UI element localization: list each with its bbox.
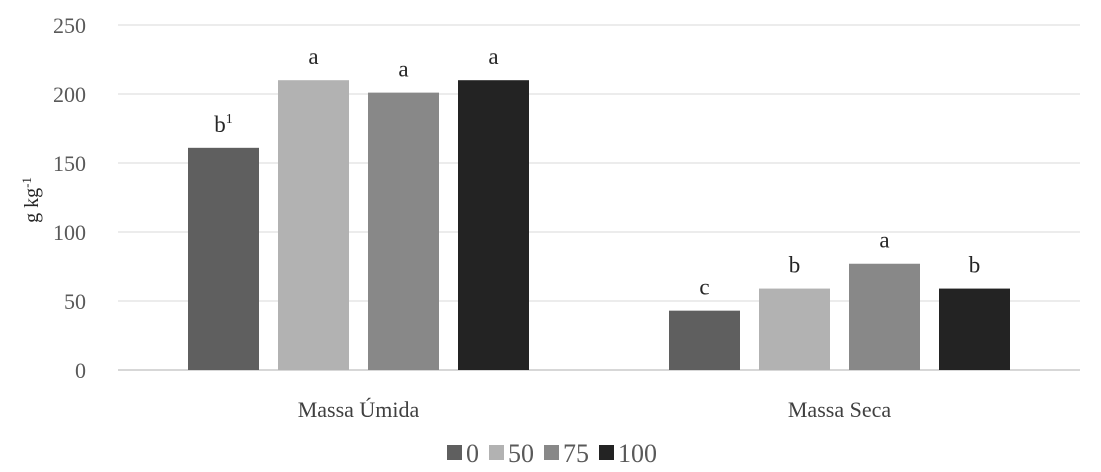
y-tick-label: 250 bbox=[53, 13, 86, 38]
legend-label: 0 bbox=[466, 439, 479, 468]
y-tick-label: 0 bbox=[75, 358, 86, 383]
significance-label: a bbox=[879, 228, 889, 253]
significance-label: a bbox=[488, 44, 498, 69]
gridlines bbox=[118, 24, 1080, 302]
bar bbox=[939, 288, 1010, 370]
significance-label: b bbox=[969, 253, 981, 278]
bar bbox=[278, 80, 349, 370]
y-tick-label: 200 bbox=[53, 82, 86, 107]
legend-swatch bbox=[544, 445, 559, 460]
bar bbox=[759, 288, 830, 370]
significance-label: a bbox=[398, 57, 408, 82]
y-axis-label: g kg-1 bbox=[19, 177, 43, 223]
x-axis: Massa Úmida Massa Seca bbox=[298, 397, 892, 422]
y-tick-label: 50 bbox=[64, 289, 86, 314]
legend-label: 75 bbox=[563, 439, 589, 468]
legend-label: 100 bbox=[618, 439, 657, 468]
legend-swatch bbox=[489, 445, 504, 460]
significance-label: a bbox=[308, 44, 318, 69]
significance-label: b bbox=[789, 253, 801, 278]
bar bbox=[849, 263, 920, 370]
y-axis: 0 50 100 150 200 250 bbox=[53, 13, 1080, 383]
significance-label: b1 bbox=[214, 112, 233, 137]
bar bbox=[669, 310, 740, 370]
footnote-mark: 1 bbox=[226, 112, 233, 127]
legend: 0 50 75 100 bbox=[447, 439, 657, 468]
x-tick-label: Massa Seca bbox=[788, 397, 891, 422]
legend-swatch bbox=[599, 445, 614, 460]
x-tick-label: Massa Úmida bbox=[298, 397, 420, 422]
y-tick-label: 100 bbox=[53, 220, 86, 245]
y-tick-label: 150 bbox=[53, 151, 86, 176]
bar bbox=[188, 147, 259, 370]
legend-label: 50 bbox=[508, 439, 534, 468]
legend-swatch bbox=[447, 445, 462, 460]
significance-label: c bbox=[699, 275, 709, 300]
bar bbox=[368, 92, 439, 371]
bar bbox=[458, 80, 529, 370]
bars bbox=[188, 80, 1010, 371]
